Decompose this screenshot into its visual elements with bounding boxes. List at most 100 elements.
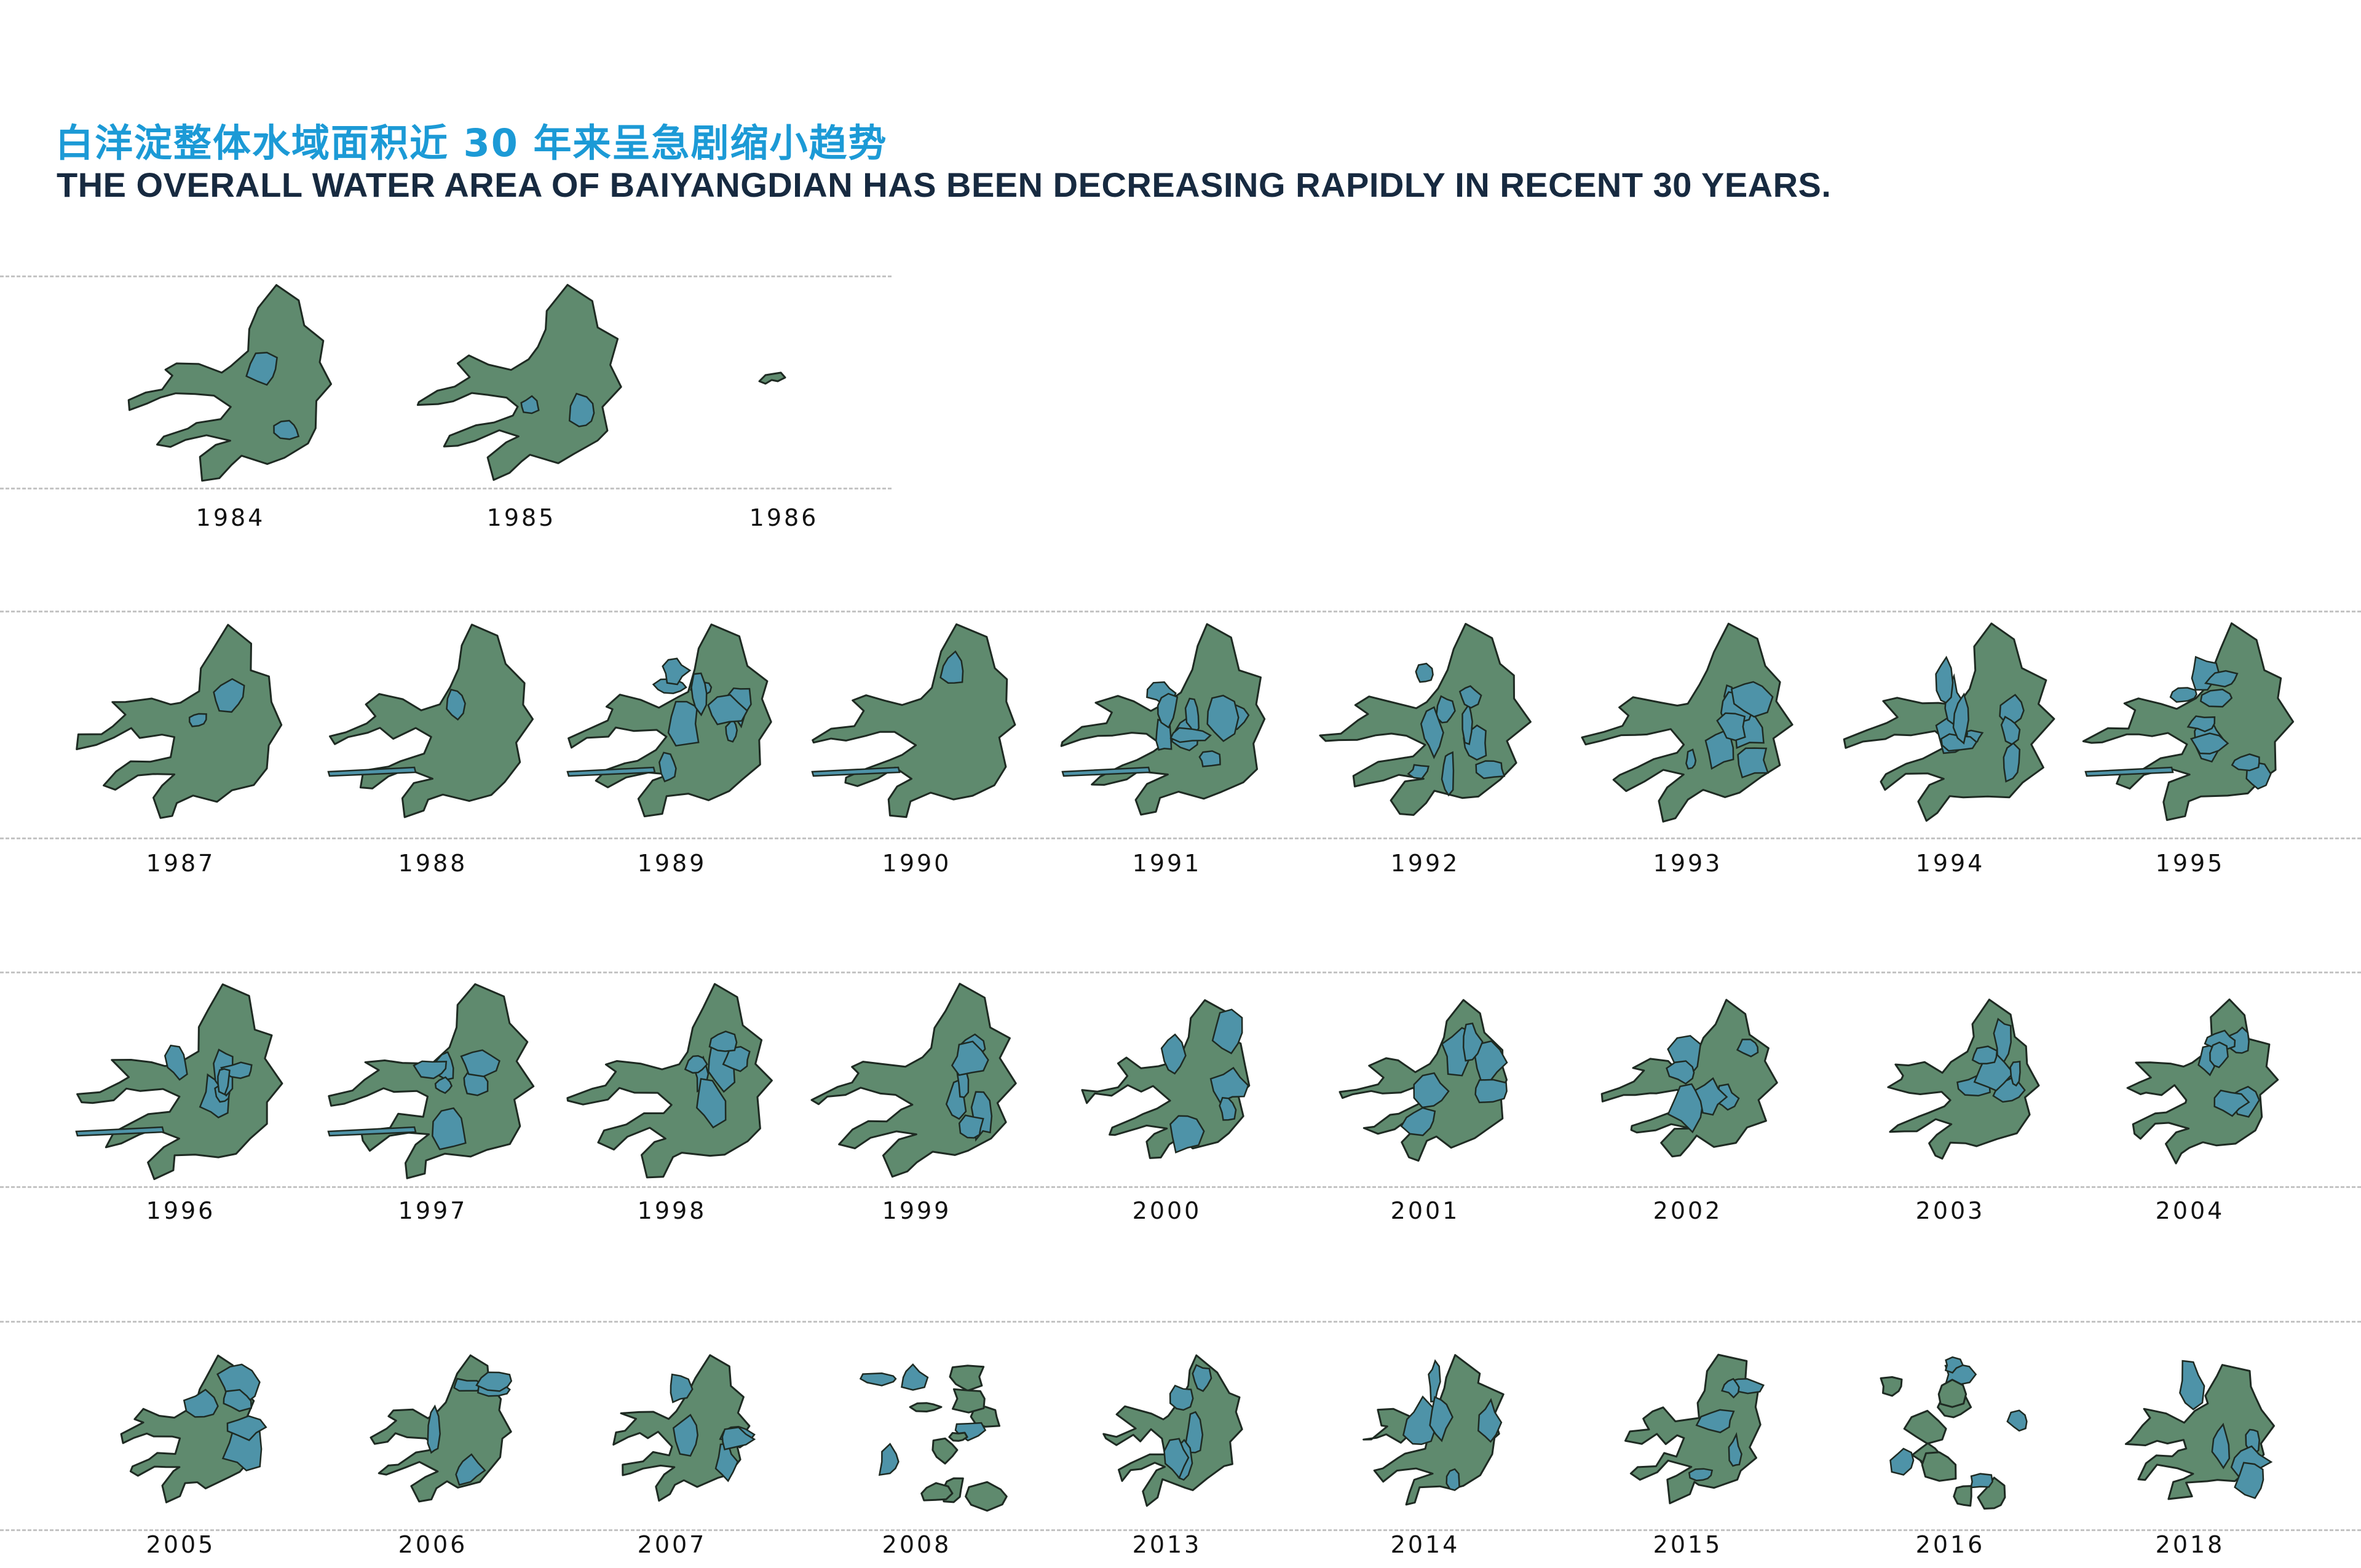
lake-fragment — [970, 1406, 1000, 1428]
map-2018 — [2124, 1360, 2275, 1500]
water-pocket — [1736, 1039, 1759, 1058]
lake-fragment — [859, 1372, 897, 1387]
year-label: 2005 — [146, 1531, 216, 1558]
map-1993 — [1581, 622, 1793, 823]
water-pocket — [245, 352, 278, 386]
water-pocket — [658, 751, 677, 783]
lake-fragment — [920, 1482, 954, 1502]
lake-fragment — [931, 1437, 959, 1465]
water-pocket — [1211, 1008, 1243, 1055]
lake-outline-1984 — [127, 284, 332, 482]
lake-fragment — [949, 1364, 985, 1392]
water-pocket — [1206, 694, 1240, 742]
water-channel — [566, 766, 656, 777]
water-pocket — [1163, 1438, 1190, 1479]
water-pocket — [2189, 732, 2229, 755]
water-pocket — [475, 1371, 513, 1392]
map-1994 — [1843, 622, 2055, 822]
water-pocket — [1737, 747, 1770, 778]
water-pocket — [1474, 1040, 1508, 1082]
year-label: 2000 — [1132, 1197, 1202, 1224]
water-pocket — [958, 1114, 984, 1139]
year-label: 2007 — [637, 1531, 707, 1558]
water-pocket — [2211, 1422, 2231, 1470]
water-pocket — [568, 392, 595, 427]
water-pocket — [1716, 712, 1746, 742]
water-pocket — [1160, 1033, 1187, 1075]
map-2006 — [370, 1354, 513, 1503]
water-pocket — [183, 1388, 219, 1418]
water-pocket — [1728, 1431, 1742, 1467]
map-2003 — [1887, 999, 2040, 1160]
lake-fragment — [1889, 1447, 1915, 1476]
water-pocket — [1462, 1022, 1484, 1062]
lake-outline-2013 — [1102, 1354, 1243, 1507]
water-pocket — [2009, 1060, 2021, 1087]
row-divider-bottom — [0, 1186, 2361, 1188]
water-pocket — [1445, 1468, 1460, 1491]
water-pocket — [2003, 742, 2021, 783]
map-2007 — [612, 1354, 756, 1502]
title-cn: 白洋淀整体水域面积近 30 年来呈急剧缩小趋势 — [55, 121, 888, 165]
year-label: 1989 — [637, 850, 707, 877]
title-en: THE OVERALL WATER AREA OF BAIYANGDIAN HA… — [57, 165, 1832, 204]
year-label: 1996 — [146, 1197, 216, 1224]
year-label: 1987 — [146, 850, 216, 877]
water-pocket — [2169, 687, 2197, 703]
water-pocket — [188, 713, 207, 727]
water-pocket — [1461, 702, 1473, 745]
year-label: 1997 — [398, 1197, 468, 1224]
water-pocket — [1667, 1083, 1704, 1134]
year-label: 2014 — [1390, 1531, 1460, 1558]
water-channel — [327, 766, 417, 777]
water-pocket — [951, 1040, 989, 1076]
water-pocket — [2209, 1041, 2229, 1069]
map-1997 — [327, 983, 535, 1179]
water-channel — [811, 766, 901, 777]
lake-outline-1993 — [1581, 622, 1793, 823]
water-pocket — [1415, 662, 1434, 683]
water-pocket — [1458, 685, 1482, 709]
water-pocket — [2000, 715, 2021, 745]
year-label: 2015 — [1653, 1531, 1723, 1558]
water-pocket — [1971, 1045, 1998, 1064]
water-pocket — [1685, 748, 1697, 770]
lake-fragment — [1880, 1376, 1903, 1397]
map-1991 — [1060, 623, 1266, 816]
water-pocket — [1413, 1072, 1450, 1109]
water-channel — [327, 1126, 417, 1137]
water-pocket — [1474, 1079, 1508, 1104]
water-pocket — [213, 678, 245, 713]
lake-fragment — [1937, 1379, 1968, 1408]
water-pocket — [455, 1453, 486, 1486]
water-pocket — [1184, 1411, 1204, 1454]
map-1986 — [758, 371, 786, 385]
lake-outline-1988 — [329, 624, 534, 818]
map-1992 — [1319, 623, 1532, 816]
map-2014 — [1362, 1354, 1505, 1506]
map-2004 — [2126, 998, 2279, 1165]
water-pocket — [722, 1045, 751, 1072]
water-pocket — [1477, 1398, 1503, 1443]
water-pocket — [672, 1414, 698, 1457]
water-pocket — [2179, 1360, 2205, 1411]
water-pocket — [1435, 695, 1456, 724]
water-pocket — [434, 1076, 453, 1095]
map-2000 — [1081, 999, 1251, 1159]
water-pocket — [1219, 1096, 1237, 1121]
water-pocket — [460, 1049, 500, 1077]
map-1988 — [327, 624, 534, 818]
lake-fragment — [1969, 1473, 1993, 1489]
map-2016 — [1880, 1356, 2028, 1510]
lake-fragment — [952, 1388, 986, 1414]
water-pocket — [2213, 1090, 2250, 1117]
year-label: 1991 — [1132, 850, 1202, 877]
year-label: 2004 — [2155, 1197, 2225, 1224]
water-pocket — [1407, 764, 1430, 780]
lake-fragment — [1903, 1409, 1947, 1445]
year-label: 2006 — [398, 1531, 468, 1558]
row-divider-bottom — [0, 488, 892, 489]
water-pocket — [670, 1373, 694, 1404]
lake-fragments-2016 — [1880, 1356, 2028, 1510]
map-2001 — [1339, 999, 1508, 1162]
